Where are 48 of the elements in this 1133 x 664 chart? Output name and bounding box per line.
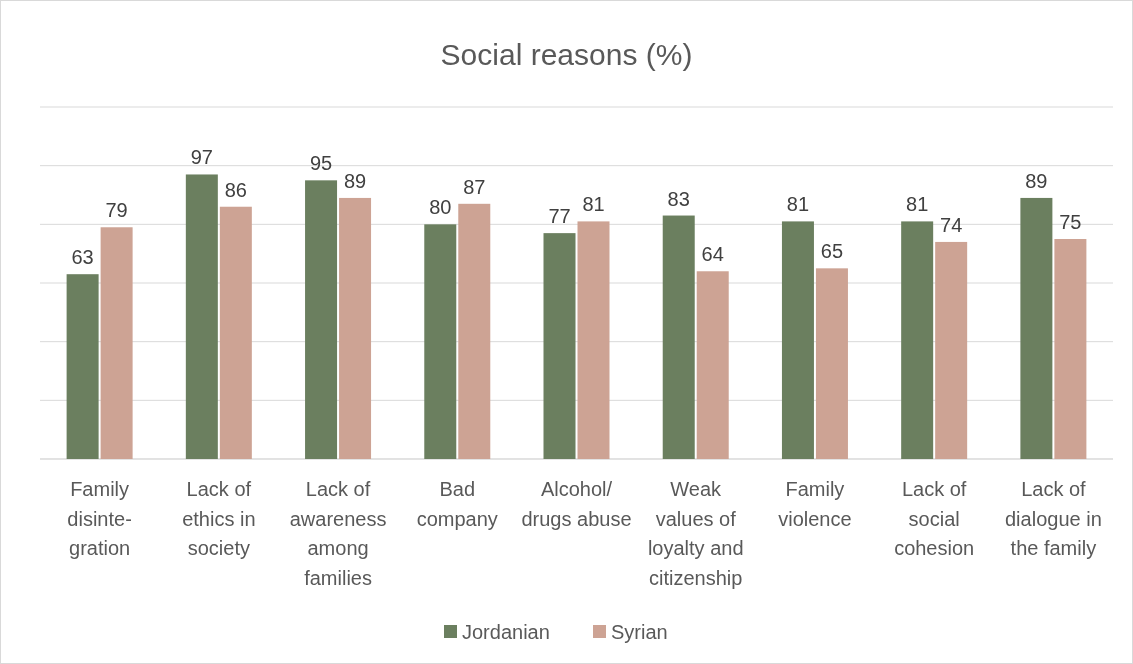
bar [219,206,252,459]
bar [339,197,372,459]
data-label: 74 [940,213,963,236]
data-label: 89 [343,169,367,192]
bar [458,203,491,459]
x-tick-label: Bad company [416,478,498,530]
bar [66,274,99,459]
bar [185,174,218,459]
x-tick-label: Lack of ethics in society [182,478,256,559]
data-label: 83 [667,187,690,210]
data-label: 75 [1059,211,1082,233]
data-label: 86 [224,178,247,201]
x-tick-label: Family violence [778,478,852,530]
data-label: 89 [1025,169,1048,192]
data-label: 65 [820,240,844,263]
bar [662,215,695,459]
bar [424,224,457,459]
x-tick-label: Lack of dialogue in the family [1005,478,1102,559]
bar [1054,239,1087,459]
legend-label: Jordanian [462,621,550,643]
bar [543,233,576,459]
data-label: 95 [309,152,333,175]
legend-label: Syrian [611,621,668,643]
bar [1020,197,1053,459]
data-label: 63 [71,246,94,269]
data-label: 81 [906,193,929,216]
data-label: 87 [463,175,486,198]
chart-title: Social reasons (%) [440,38,693,71]
x-tick-label: Weak values of loyalty and citizenship [647,478,744,589]
bar [577,221,610,459]
bar [781,221,814,459]
bar [935,241,968,459]
data-label: 81 [582,193,605,216]
bar [100,227,133,459]
x-tick-label: Family disinte- gration [67,478,132,559]
x-tick-label: Lack of social cohesion [894,478,975,559]
bar [815,268,848,459]
x-tick-label: Lack of awareness among families [289,478,387,589]
bar [696,271,729,459]
bar [901,221,934,459]
data-label: 79 [105,199,128,222]
data-label: 64 [701,243,724,266]
data-label: 81 [786,193,810,216]
data-label: 97 [190,146,213,169]
data-label: 80 [429,196,452,219]
bar [305,180,338,459]
data-label: 77 [548,205,571,228]
x-tick-label: Alcohol/ drugs abuse [521,478,632,530]
